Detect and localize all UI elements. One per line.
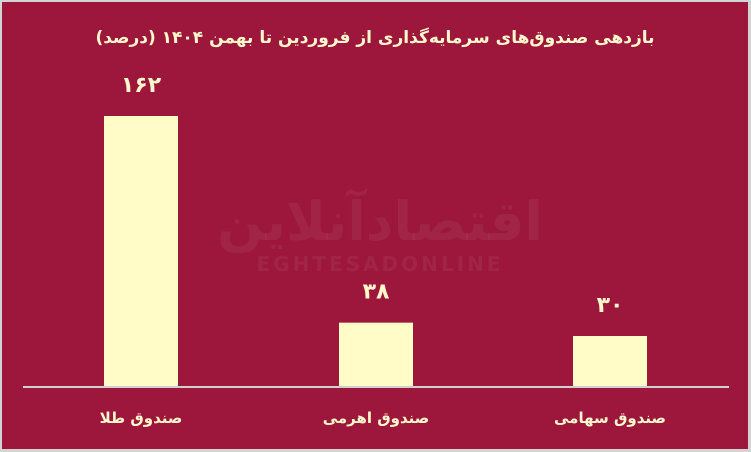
- category-label: صندوق طلا: [100, 409, 183, 427]
- category-label: صندوق سهامی: [554, 409, 666, 427]
- watermark-fa: اقتصادآنلاین: [217, 190, 543, 253]
- watermark-logo: اقتصادآنلاین EGHTESADONLINE: [180, 190, 580, 277]
- watermark-en: EGHTESADONLINE: [256, 252, 504, 276]
- bar: [104, 116, 178, 386]
- data-label: ۳۸: [363, 280, 390, 305]
- bar: [339, 322, 413, 386]
- data-label: ۳۰: [597, 293, 624, 318]
- category-label: صندوق اهرمی: [323, 409, 430, 427]
- chart-title: بازدهی صندوق‌های سرمایه‌گذاری از فروردین…: [95, 28, 655, 48]
- data-label: ۱۶۲: [121, 73, 162, 98]
- bar: [573, 336, 647, 386]
